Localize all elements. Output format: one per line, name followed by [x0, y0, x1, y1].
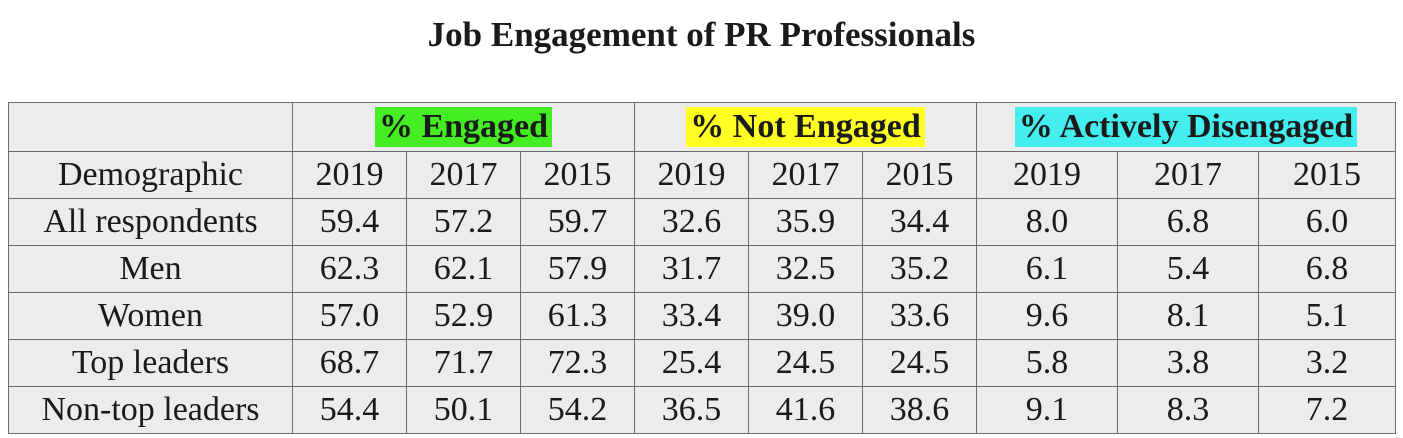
group-header-actively-disengaged: % Actively Disengaged: [976, 101, 1397, 153]
value-cell-not-engaged-2015: 35.2: [862, 245, 978, 293]
group-header-row: % Engaged % Not Engaged % Actively Disen…: [8, 101, 1397, 153]
value-cell-not-engaged-2019: 33.4: [634, 291, 750, 340]
year-header-disengaged-2017: 2017: [1117, 151, 1260, 200]
value-cell-not-engaged-2019: 32.6: [634, 198, 750, 246]
value-cell-disengaged-2017: 5.4: [1117, 245, 1260, 293]
value-cell-not-engaged-2015: 24.5: [862, 338, 978, 387]
value-cell-engaged-2017: 50.1: [406, 385, 521, 435]
value-cell-disengaged-2017: 8.1: [1117, 291, 1260, 340]
year-header-disengaged-2019: 2019: [976, 151, 1119, 200]
value-cell-engaged-2015: 59.7: [519, 198, 636, 246]
value-cell-not-engaged-2017: 32.5: [748, 245, 864, 293]
value-cell-not-engaged-2015: 34.4: [862, 198, 978, 246]
demographic-header: Demographic: [8, 151, 293, 200]
demographic-cell: Non-top leaders: [8, 385, 293, 435]
value-cell-engaged-2019: 57.0: [292, 291, 407, 340]
empty-corner-cell: [8, 101, 293, 153]
demographic-cell: All respondents: [8, 198, 293, 246]
value-cell-disengaged-2015: 6.8: [1258, 245, 1397, 293]
table-row: Top leaders 68.7 71.7 72.3 25.4 24.5 24.5 5.8 3.…: [8, 338, 1397, 387]
value-cell-engaged-2017: 52.9: [406, 291, 521, 340]
value-cell-not-engaged-2019: 31.7: [634, 245, 750, 293]
year-header-engaged-2019: 2019: [292, 151, 407, 200]
value-cell-disengaged-2019: 8.0: [976, 198, 1119, 246]
value-cell-engaged-2015: 61.3: [519, 291, 636, 340]
value-cell-engaged-2017: 71.7: [406, 338, 521, 387]
group-label-engaged: % Engaged: [374, 107, 553, 148]
table-row: Non-top leaders 54.4 50.1 54.2 36.5 41.6 38.6 9…: [8, 385, 1397, 435]
value-cell-not-engaged-2015: 38.6: [862, 385, 978, 435]
value-cell-disengaged-2019: 5.8: [976, 338, 1119, 387]
year-header-not-engaged-2015: 2015: [862, 151, 978, 200]
table-row: Men 62.3 62.1 57.9 31.7 32.5 35.2 6.1 5.4 6.8: [8, 245, 1397, 293]
value-cell-disengaged-2019: 6.1: [976, 245, 1119, 293]
value-cell-disengaged-2017: 8.3: [1117, 385, 1260, 435]
year-header-not-engaged-2019: 2019: [634, 151, 750, 200]
value-cell-engaged-2015: 72.3: [519, 338, 636, 387]
year-header-engaged-2015: 2015: [519, 151, 636, 200]
value-cell-engaged-2015: 54.2: [519, 385, 636, 435]
value-cell-disengaged-2017: 3.8: [1117, 338, 1260, 387]
value-cell-disengaged-2015: 3.2: [1258, 338, 1397, 387]
chart-title: Job Engagement of PR Professionals: [427, 15, 976, 54]
value-cell-disengaged-2017: 6.8: [1117, 198, 1260, 246]
value-cell-not-engaged-2019: 36.5: [634, 385, 750, 435]
value-cell-disengaged-2015: 5.1: [1258, 291, 1397, 340]
value-cell-engaged-2015: 57.9: [519, 245, 636, 293]
group-header-engaged: % Engaged: [291, 101, 636, 153]
value-cell-not-engaged-2017: 39.0: [748, 291, 864, 340]
value-cell-disengaged-2015: 7.2: [1258, 385, 1397, 435]
value-cell-engaged-2019: 59.4: [292, 198, 407, 246]
group-header-not-engaged: % Not Engaged: [634, 101, 978, 153]
value-cell-disengaged-2019: 9.1: [976, 385, 1119, 435]
value-cell-not-engaged-2015: 33.6: [862, 291, 978, 340]
engagement-table: % Engaged % Not Engaged % Actively Disen…: [8, 101, 1397, 435]
year-header-disengaged-2015: 2015: [1258, 151, 1397, 200]
value-cell-not-engaged-2017: 41.6: [748, 385, 864, 435]
table-row: Women 57.0 52.9 61.3 33.4 39.0 33.6 9.6 8.1 5.1: [8, 291, 1397, 340]
year-header-not-engaged-2017: 2017: [748, 151, 864, 200]
year-header-row: Demographic 2019 2017 2015 2019 2017 201…: [8, 151, 1397, 200]
value-cell-disengaged-2019: 9.6: [976, 291, 1119, 340]
value-cell-engaged-2017: 57.2: [406, 198, 521, 246]
demographic-cell: Men: [8, 245, 293, 293]
value-cell-engaged-2019: 62.3: [292, 245, 407, 293]
group-label-not-engaged: % Not Engaged: [686, 107, 925, 148]
value-cell-engaged-2017: 62.1: [406, 245, 521, 293]
year-header-engaged-2017: 2017: [406, 151, 521, 200]
table-body: % Engaged % Not Engaged % Actively Disen…: [8, 101, 1397, 435]
value-cell-disengaged-2015: 6.0: [1258, 198, 1397, 246]
group-label-actively-disengaged: % Actively Disengaged: [1014, 107, 1358, 148]
value-cell-not-engaged-2019: 25.4: [634, 338, 750, 387]
demographic-cell: Top leaders: [8, 338, 293, 387]
value-cell-engaged-2019: 68.7: [292, 338, 407, 387]
value-cell-not-engaged-2017: 24.5: [748, 338, 864, 387]
table-row: All respondents 59.4 57.2 59.7 32.6 35.9 34.4 8…: [8, 198, 1397, 246]
value-cell-not-engaged-2017: 35.9: [748, 198, 864, 246]
demographic-cell: Women: [8, 291, 293, 340]
value-cell-engaged-2019: 54.4: [292, 385, 407, 435]
